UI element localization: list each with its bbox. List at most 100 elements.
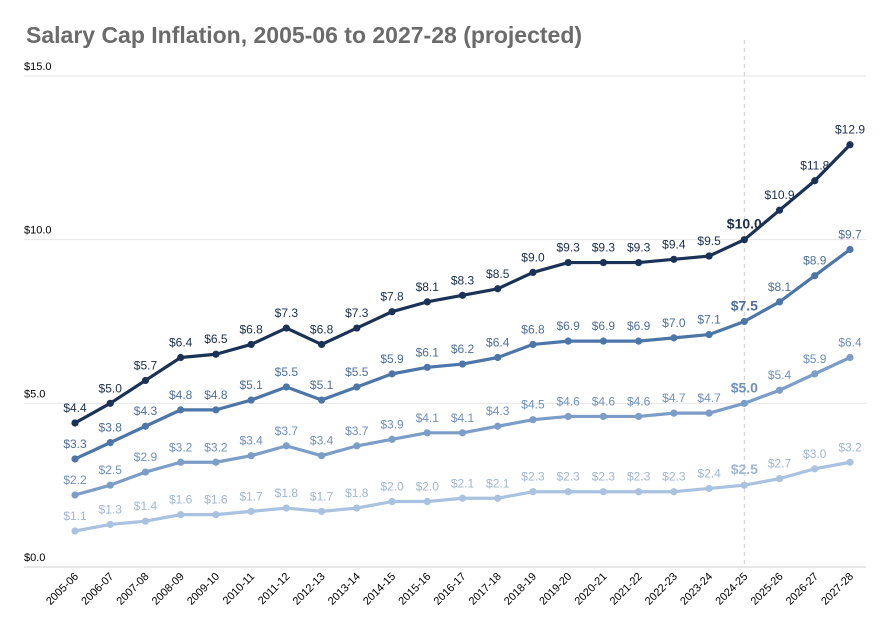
data-label: $8.3	[451, 273, 475, 287]
data-point	[388, 435, 396, 443]
data-point	[670, 334, 678, 342]
data-label: $3.4	[310, 434, 334, 448]
data-point	[141, 468, 150, 476]
data-point	[846, 141, 854, 149]
data-point	[317, 340, 326, 349]
x-tick-label: 2023-24	[678, 571, 715, 608]
data-label: $5.5	[345, 365, 369, 379]
data-label: $1.7	[239, 489, 263, 503]
y-axis: $0.0 $5.0 $10.0 $15.0	[24, 61, 52, 564]
data-label: $9.3	[592, 241, 616, 255]
data-point	[494, 422, 502, 430]
data-label: $2.7	[768, 457, 792, 471]
data-point	[106, 439, 114, 447]
data-point	[282, 442, 290, 450]
data-label: $8.1	[768, 280, 792, 294]
data-point	[71, 491, 79, 499]
data-label: $4.5	[521, 398, 545, 412]
data-point	[177, 353, 185, 362]
data-point	[775, 298, 784, 306]
data-label: $3.7	[275, 424, 299, 438]
data-label: $2.3	[521, 470, 545, 484]
series-lines	[71, 141, 854, 535]
data-point	[458, 291, 467, 299]
chart-title: Salary Cap Inflation, 2005-06 to 2027-28…	[26, 22, 583, 48]
data-point	[282, 383, 290, 391]
data-point	[282, 504, 290, 512]
data-label: $1.8	[345, 486, 369, 500]
data-label: $2.3	[627, 470, 651, 484]
data-point	[740, 317, 748, 326]
data-point	[247, 396, 255, 404]
data-label: $6.8	[239, 322, 263, 336]
data-point	[423, 298, 431, 306]
data-label: $7.0	[662, 316, 686, 330]
data-point	[635, 488, 643, 496]
data-label: $4.8	[169, 388, 193, 402]
data-label: $2.1	[486, 476, 510, 490]
data-label: $6.4	[169, 336, 193, 350]
data-label: $2.4	[697, 466, 721, 480]
data-point	[811, 272, 819, 280]
x-tick-label: 2018-19	[502, 571, 539, 608]
data-label: $10.9	[765, 188, 795, 202]
data-point	[705, 484, 713, 493]
data-label: $5.1	[239, 378, 263, 392]
data-point	[670, 255, 678, 263]
data-point	[599, 488, 608, 496]
data-label: $1.6	[169, 493, 193, 507]
data-point	[388, 308, 396, 316]
data-point	[529, 416, 537, 424]
data-label: $2.5	[731, 461, 758, 477]
y-tick-label: $15.0	[24, 61, 52, 73]
data-label: $6.9	[557, 319, 581, 333]
data-point	[529, 340, 537, 349]
data-point	[212, 458, 220, 466]
x-tick-label: 2013-14	[326, 571, 363, 608]
data-label: $4.6	[557, 394, 581, 408]
data-label: $3.7	[345, 424, 369, 438]
data-label: $6.9	[627, 319, 651, 333]
data-label: $9.7	[838, 227, 862, 241]
data-label: $5.9	[803, 352, 827, 366]
y-tick-label: $10.0	[24, 225, 52, 237]
data-label: $8.1	[416, 280, 440, 294]
x-tick-label: 2021-22	[608, 571, 645, 608]
data-point	[775, 386, 784, 394]
data-point	[317, 396, 326, 404]
x-tick-label: 2005-06	[44, 571, 81, 608]
x-tick-label: 2027-28	[819, 571, 856, 608]
data-label: $9.4	[662, 237, 686, 251]
data-point	[353, 504, 361, 512]
data-label: $8.5	[486, 267, 510, 281]
x-tick-label: 2008-09	[150, 571, 187, 608]
data-label: $9.3	[557, 241, 581, 255]
x-tick-label: 2011-12	[256, 571, 292, 607]
x-axis: 2005-062006-072007-082008-092009-102010-…	[44, 571, 856, 608]
data-point	[564, 258, 572, 267]
data-label: $1.8	[275, 486, 299, 500]
data-point	[317, 452, 326, 460]
data-point	[564, 412, 572, 421]
data-point	[141, 517, 150, 525]
x-tick-label: 2025-26	[749, 571, 786, 608]
data-label: $2.3	[662, 470, 686, 484]
data-point	[775, 206, 784, 214]
data-point	[247, 340, 255, 349]
data-point	[811, 370, 819, 378]
data-label: $5.7	[134, 358, 158, 372]
data-label: $1.4	[134, 499, 158, 513]
x-tick-label: 2026-27	[784, 571, 821, 608]
data-label: $4.4	[63, 401, 87, 415]
data-point	[740, 481, 748, 489]
data-label: $6.4	[838, 336, 862, 350]
data-label: $4.6	[627, 394, 651, 408]
data-point	[599, 412, 608, 421]
data-label: $3.2	[204, 440, 228, 454]
data-point	[775, 475, 784, 483]
data-label: $5.9	[380, 352, 404, 366]
data-point	[635, 258, 643, 267]
data-label: $3.2	[169, 440, 193, 454]
data-label: $1.7	[310, 489, 334, 503]
data-point	[599, 258, 608, 267]
